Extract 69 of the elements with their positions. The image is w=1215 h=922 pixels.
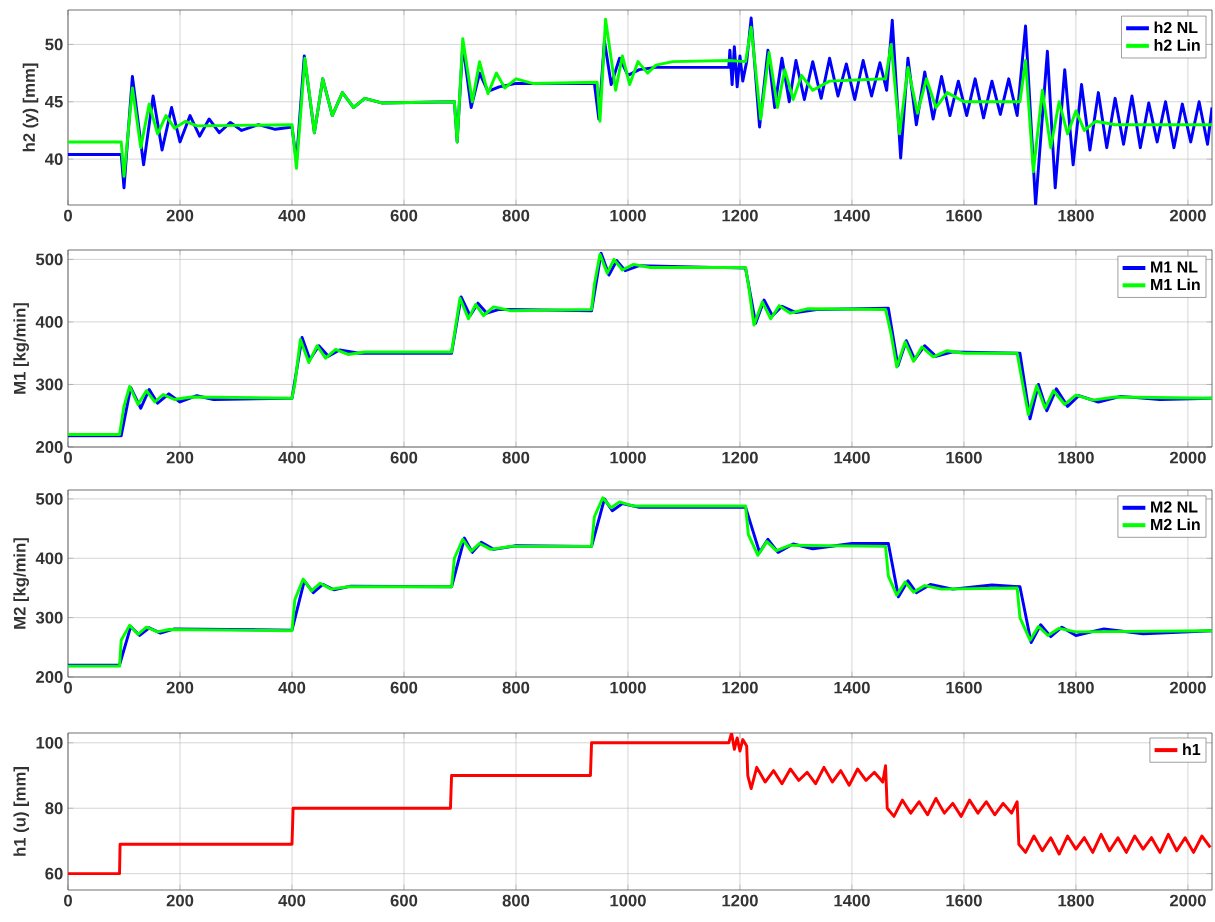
x-tick-label: 1800 [1058,681,1094,694]
x-tick-label: 1600 [946,681,982,694]
x-tick-label: 1800 [1058,209,1094,222]
x-tick-label: 200 [166,681,194,694]
y-tick-label: 400 [35,316,63,328]
x-tick-label: 2000 [1169,209,1206,222]
x-tick-label: 1400 [834,209,870,222]
x-tick-label: 200 [166,451,194,464]
y-tick-label: 45 [45,95,63,108]
y-tick-label: 200 [36,441,63,453]
x-tick-label: 1000 [610,681,646,694]
x-tick-label: 0 [64,681,72,694]
x-tick-label: 0 [64,209,72,222]
y-tick-label: 500 [36,493,63,505]
y-tick-label: 200 [36,671,63,683]
legend-label: M1 NL [1151,261,1198,273]
legend-label: h1 [1183,743,1201,755]
x-tick-label: 400 [278,681,306,694]
x-tick-label: 2000 [1169,681,1206,694]
x-tick-label: 800 [502,894,530,907]
x-tick-label: 1400 [834,451,870,464]
x-tick-label: 800 [502,451,530,464]
x-tick-label: 400 [278,209,306,222]
y-tick-label: 300 [35,378,63,391]
x-tick-label: 2000 [1169,451,1206,464]
x-tick-label: 0 [64,451,72,464]
y-tick-label: 50 [45,38,63,51]
x-tick-label: 800 [502,209,530,222]
x-tick-label: 1800 [1058,894,1094,907]
x-tick-label: 600 [390,681,418,694]
x-tick-label: 1800 [1058,451,1094,464]
x-tick-label: 2000 [1169,894,1206,907]
y-tick-label: 300 [35,611,63,624]
x-tick-label: 1600 [946,451,982,464]
legend-label: M2 NL [1151,501,1198,513]
x-tick-label: 1400 [834,894,870,907]
x-tick-label: 600 [390,209,418,222]
legend-label: h2 Lin [1154,39,1200,51]
y-axis-title: h1 (u) [mm] [13,767,29,856]
x-tick-label: 1000 [610,894,646,907]
x-tick-label: 1400 [834,681,870,694]
x-tick-label: 1200 [722,451,758,464]
x-tick-label: 400 [278,451,306,464]
x-tick-label: 1600 [946,894,982,907]
legend-label: M1 Lin [1151,278,1200,291]
x-tick-label: 600 [390,894,418,907]
x-tick-label: 1200 [722,209,758,222]
x-tick-label: 600 [390,451,418,464]
x-tick-label: 1200 [722,894,758,907]
legend-label: M2 Lin [1151,518,1200,530]
x-tick-label: 0 [64,894,72,907]
y-tick-label: 400 [35,552,63,565]
y-tick-label: 60 [45,867,63,880]
x-tick-label: 1600 [946,209,982,222]
x-tick-label: 1000 [610,451,646,464]
x-tick-label: 1000 [610,209,646,222]
x-tick-label: 800 [502,681,530,694]
y-axis-title: M2 [kg/min] [13,538,29,629]
y-tick-label: 100 [36,736,63,749]
x-tick-label: 200 [166,209,194,222]
x-tick-label: 200 [166,894,194,907]
y-tick-label: 500 [36,253,63,266]
y-axis-title: M1 [kg/min] [13,303,29,394]
y-axis-title: h2 (y) [mm] [22,63,39,152]
x-tick-label: 1200 [722,681,758,694]
y-tick-label: 80 [45,802,63,815]
y-tick-label: 40 [45,153,63,166]
x-tick-label: 400 [278,894,306,907]
legend-label: h2 NL [1154,21,1198,34]
